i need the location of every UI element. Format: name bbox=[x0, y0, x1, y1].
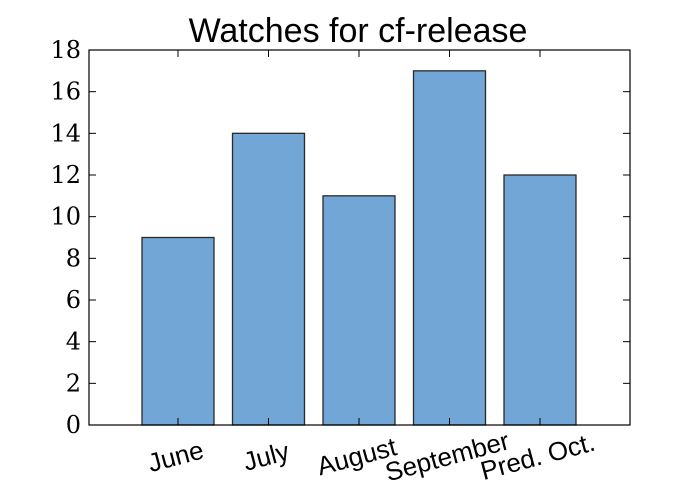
bar-2 bbox=[322, 195, 396, 426]
y-tick-label-9: 18 bbox=[50, 36, 81, 64]
y-tick-label-0: 0 bbox=[66, 411, 81, 439]
y-tick-label-1: 2 bbox=[66, 369, 81, 397]
x-tick-label-1: July bbox=[240, 436, 292, 477]
y-tick-label-8: 16 bbox=[50, 78, 81, 106]
bar-4 bbox=[503, 174, 577, 426]
y-tick-label-4: 8 bbox=[66, 244, 81, 272]
y-tick-label-6: 12 bbox=[50, 161, 81, 189]
bar-1 bbox=[231, 132, 306, 426]
bar-0 bbox=[141, 236, 215, 426]
y-tick-label-5: 10 bbox=[50, 203, 81, 231]
chart-title: Watches for cf-release bbox=[189, 12, 528, 50]
plot-frame bbox=[88, 49, 631, 426]
y-tick-labels: 0 2 4 6 8 10 12 14 16 18 bbox=[50, 36, 81, 439]
bar-3 bbox=[412, 70, 487, 426]
y-tick-label-7: 14 bbox=[50, 119, 81, 147]
bars-group bbox=[141, 70, 577, 426]
x-tick-label-0: June bbox=[145, 435, 207, 479]
y-tick-label-2: 4 bbox=[66, 328, 81, 356]
y-tick-label-3: 6 bbox=[66, 286, 81, 314]
